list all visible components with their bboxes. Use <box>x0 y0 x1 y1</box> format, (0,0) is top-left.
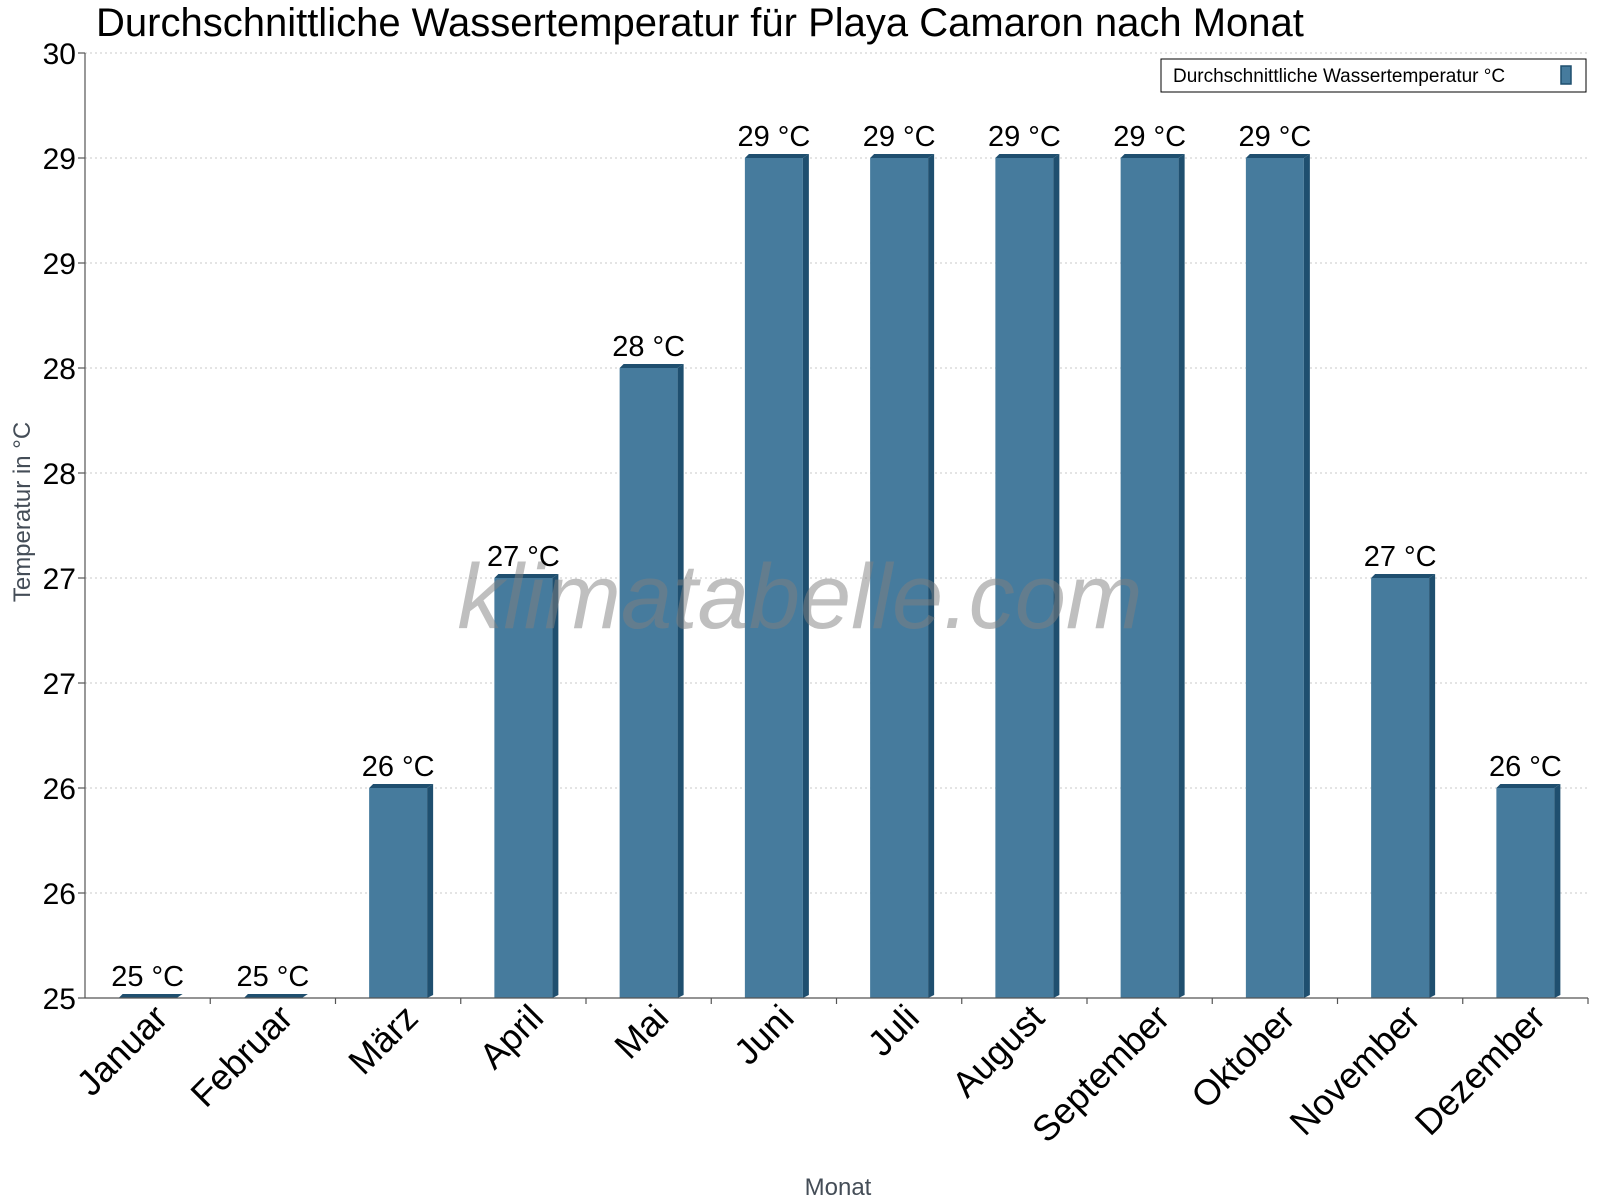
x-tick-label: Oktober <box>1183 997 1303 1117</box>
bar-top <box>870 154 935 158</box>
bar-8 <box>995 154 1060 998</box>
data-label: 27 °C <box>1364 541 1437 573</box>
data-label: 25 °C <box>236 961 309 993</box>
y-tick-label: 28 <box>43 458 76 491</box>
data-labels: 25 °C 25 °C 26 °C 27 °C 28 °C 29 °C 29 °C 29 °C… <box>111 121 1562 993</box>
bar-6 <box>744 154 809 998</box>
y-tick-label: 29 <box>43 248 76 281</box>
bar-side <box>802 154 809 998</box>
bar-top <box>1120 154 1185 158</box>
y-tick-label: 26 <box>43 878 76 911</box>
bar-top <box>619 364 684 368</box>
x-tick-label: Januar <box>68 997 175 1104</box>
bar-face <box>494 578 553 998</box>
bar-face <box>1245 158 1304 998</box>
gridlines <box>85 52 1588 894</box>
bar-12 <box>1496 784 1561 998</box>
bar-top <box>1496 784 1561 788</box>
bar-face <box>1120 158 1179 998</box>
bar-side <box>1178 154 1185 998</box>
x-tick-label: April <box>471 997 551 1077</box>
y-tick-label: 29 <box>43 143 76 176</box>
bar-11 <box>1371 574 1436 998</box>
bar-side <box>1429 574 1436 998</box>
x-tick-label: Mai <box>606 997 676 1067</box>
bar-side <box>1053 154 1060 998</box>
x-tick-label: Juni <box>726 997 802 1073</box>
legend-swatch <box>1560 65 1572 85</box>
data-label: 27 °C <box>487 541 560 573</box>
data-label: 29 °C <box>737 121 810 153</box>
x-axis-title: Monat <box>805 1174 872 1200</box>
bar-top <box>369 784 434 788</box>
bar-top <box>494 574 559 578</box>
chart-title: Durchschnittliche Wassertemperatur für P… <box>96 1 1304 45</box>
bar-top <box>1245 154 1310 158</box>
bar-9 <box>1120 154 1185 998</box>
data-label: 29 °C <box>1113 121 1186 153</box>
bar-side <box>928 154 935 998</box>
bar-3 <box>369 784 434 998</box>
bar-10 <box>1245 154 1310 998</box>
bar-face <box>619 368 678 998</box>
bar-top <box>995 154 1060 158</box>
x-tick-label: Dezember <box>1407 997 1553 1143</box>
bar-face <box>1371 578 1430 998</box>
bar-face <box>744 158 803 998</box>
y-tick-label: 28 <box>43 353 76 386</box>
legend: Durchschnittliche Wassertemperatur °C <box>1160 58 1587 93</box>
x-tick-label: November <box>1281 997 1427 1143</box>
data-label: 26 °C <box>1489 751 1562 783</box>
bar-7 <box>870 154 935 998</box>
bar-face <box>870 158 929 998</box>
data-label: 26 °C <box>362 751 435 783</box>
bar-1 <box>118 994 183 998</box>
x-tick-label: März <box>340 997 426 1083</box>
x-tick-label: Juli <box>860 997 927 1064</box>
data-label: 29 °C <box>1238 121 1311 153</box>
bar-face <box>995 158 1054 998</box>
data-label: 25 °C <box>111 961 184 993</box>
bar-face <box>369 788 428 998</box>
y-tick-label: 27 <box>43 563 76 596</box>
y-tick-label: 26 <box>43 773 76 806</box>
data-label: 29 °C <box>863 121 936 153</box>
bar-side <box>1554 784 1561 998</box>
bar-5 <box>619 364 684 998</box>
bar-side <box>427 784 434 998</box>
legend-box <box>1160 58 1587 93</box>
bar-top <box>1371 574 1436 578</box>
bar-2 <box>243 994 308 998</box>
y-tick-label: 30 <box>43 38 76 71</box>
bar-face <box>1496 788 1555 998</box>
bar-side <box>552 574 559 998</box>
bar-top <box>744 154 809 158</box>
y-tick-label: 25 <box>43 983 76 1016</box>
legend-label: Durchschnittliche Wassertemperatur °C <box>1173 66 1505 87</box>
x-tick-label: September <box>1024 997 1178 1151</box>
bars <box>118 154 1561 998</box>
watermark: klimatabelle.com <box>457 546 1142 648</box>
data-label: 29 °C <box>988 121 1061 153</box>
x-tick-label: Februar <box>182 997 300 1115</box>
bar-top <box>243 994 308 998</box>
y-tick-label: 27 <box>43 668 76 701</box>
x-tick-label: August <box>944 997 1052 1105</box>
bar-side <box>1303 154 1310 998</box>
bar-top <box>118 994 183 998</box>
y-axis-title: Temperatur in °C <box>9 422 36 602</box>
bar-side <box>677 364 684 998</box>
bar-4 <box>494 574 559 998</box>
data-label: 28 °C <box>612 331 685 363</box>
